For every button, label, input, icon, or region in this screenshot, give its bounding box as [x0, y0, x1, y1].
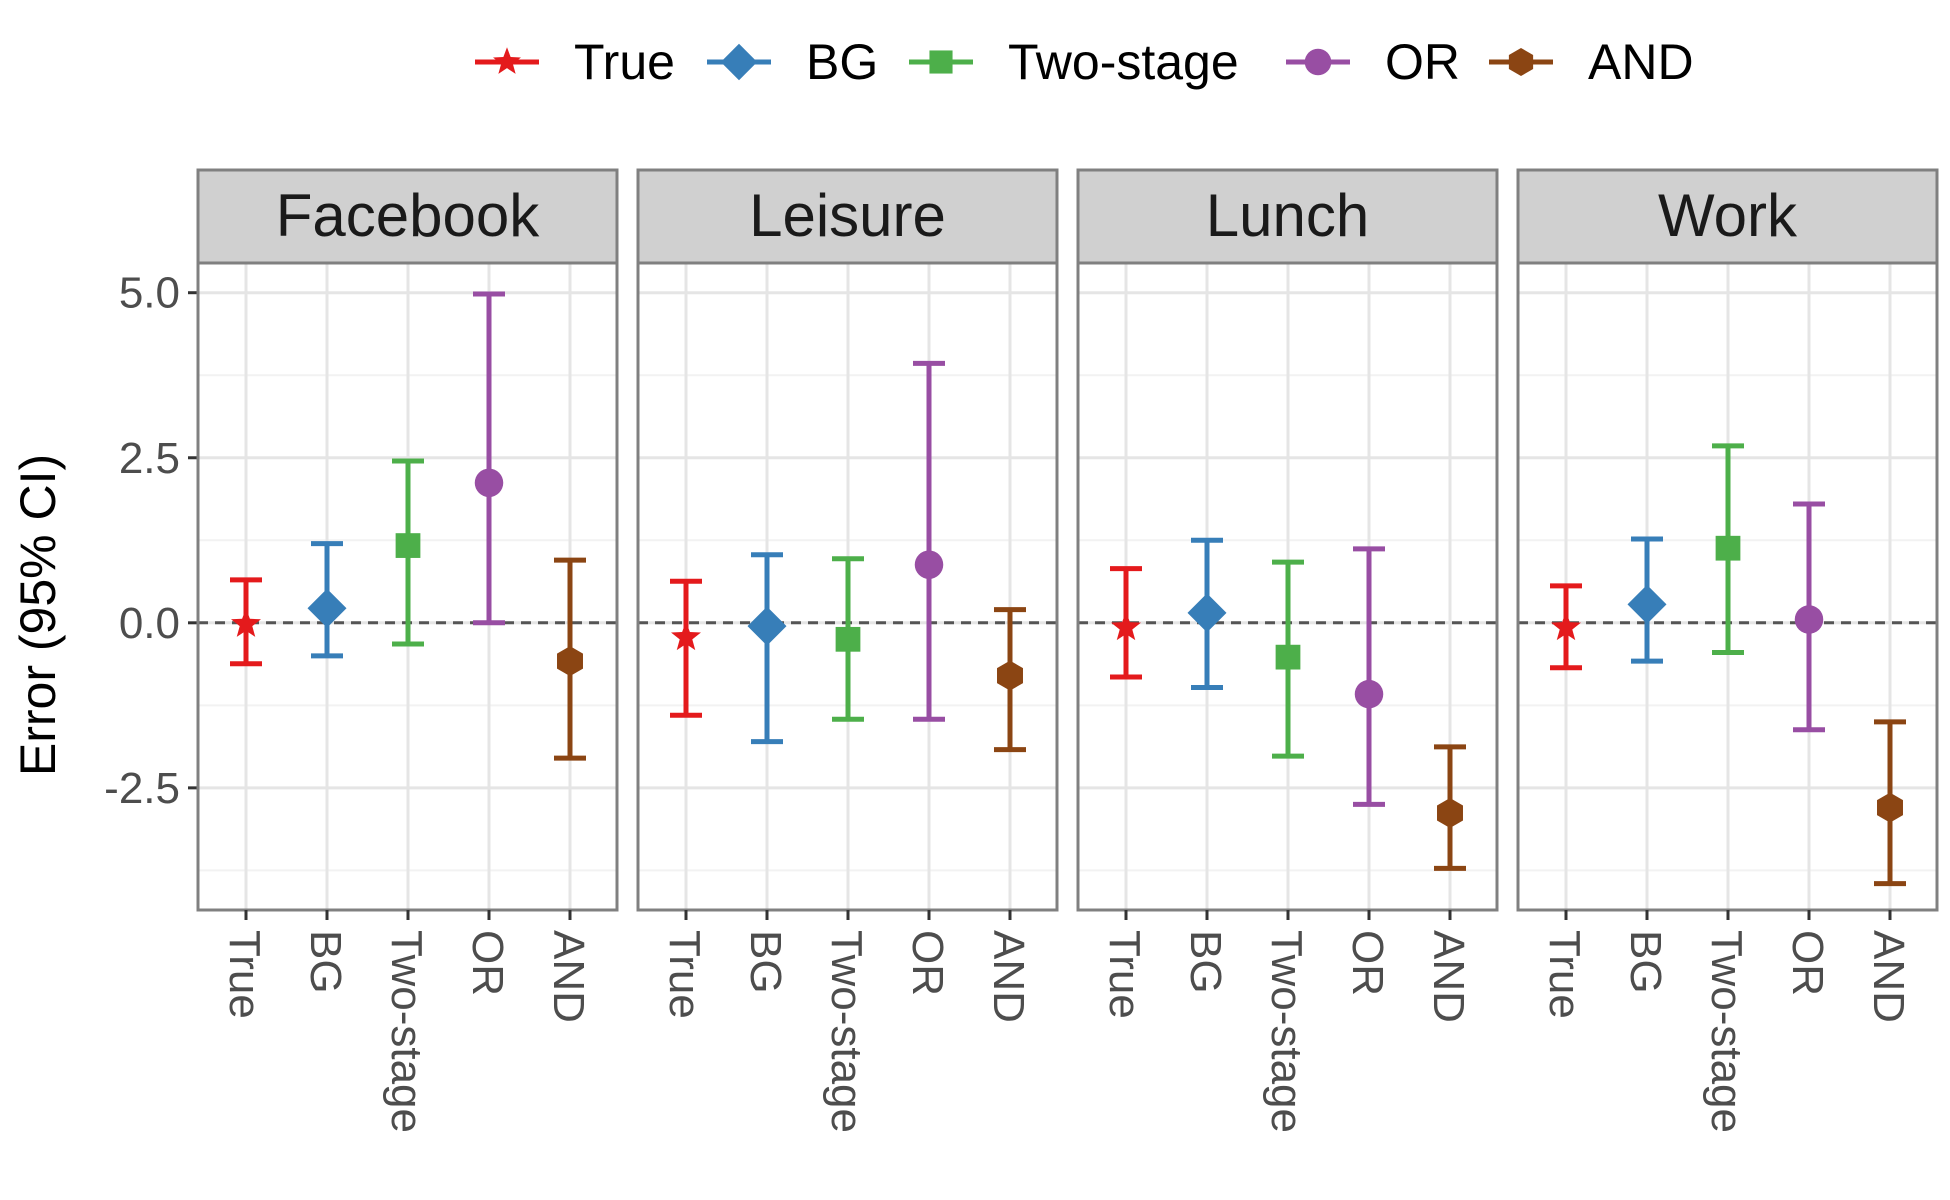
errorbar-or: [913, 360, 945, 722]
errorbar-true: [230, 577, 262, 667]
errorbar-true: [1550, 583, 1582, 671]
legend-label-true: True: [574, 34, 675, 90]
strip-background: [636, 168, 1059, 265]
estimate-point: [1794, 605, 1824, 634]
errorbar-true: [670, 578, 702, 718]
legend-square-icon: [929, 50, 953, 74]
estimate-point: [1275, 644, 1301, 670]
errorbar-two-stage: [1272, 559, 1304, 759]
estimate-point: [1111, 611, 1141, 641]
legend-label-bg: BG: [806, 34, 878, 90]
y-tick-label: 2.5: [119, 434, 180, 483]
x-tick-label-and: AND: [544, 930, 593, 1023]
estimate-point: [997, 660, 1023, 691]
legend-label-and: AND: [1588, 34, 1694, 90]
estimate-point: [474, 468, 504, 498]
x-tick-label-bg: BG: [741, 930, 790, 994]
legend-item-or: OR: [1286, 34, 1460, 90]
legend-circle-icon: [1304, 48, 1332, 76]
estimate-point: [307, 588, 347, 628]
x-tick-label-or: OR: [463, 930, 512, 996]
panel-title: Leisure: [749, 182, 946, 249]
x-tick-label-bg: BG: [1181, 930, 1230, 994]
estimate-point: [671, 621, 701, 651]
strip-background: [196, 168, 619, 265]
estimate-point: [395, 533, 421, 558]
errorbar-bg: [307, 541, 347, 659]
errorbar-bg: [747, 552, 787, 745]
y-tick-label: 5.0: [119, 269, 180, 318]
errorbar-bg: [1187, 537, 1227, 691]
legend-item-two-stage: Two-stage: [909, 34, 1239, 90]
x-tick-label-or: OR: [903, 930, 952, 996]
estimate-point: [835, 626, 861, 652]
x-tick-label-or: OR: [1783, 930, 1832, 996]
x-tick-label-and: AND: [1424, 930, 1473, 1023]
x-tick-label-true: True: [1540, 930, 1589, 1019]
errorbar-or: [1793, 501, 1825, 733]
y-axis-title: Error (95% CI): [10, 454, 66, 776]
legend-item-and: AND: [1489, 34, 1694, 90]
errorbar-or: [473, 291, 505, 626]
facet-panels: Facebook True BG Two-stage OR AND Leisure True B…: [196, 168, 1939, 1133]
estimate-point: [1354, 679, 1384, 709]
x-tick-label-true: True: [660, 930, 709, 1019]
legend-label-two-stage: Two-stage: [1008, 34, 1239, 90]
estimate-point: [1437, 797, 1463, 828]
errorbar-and: [1874, 719, 1906, 887]
errorbar-or: [1353, 546, 1385, 807]
errorbar-true: [1110, 566, 1142, 680]
panel-leisure: Leisure True BG Two-stage OR AND: [636, 168, 1059, 1133]
legend-hexagon-icon: [1508, 48, 1534, 76]
y-tick-label: 0.0: [119, 599, 180, 648]
panel-work: Work True BG Two-stage OR AND: [1516, 168, 1939, 1133]
y-tick-label: -2.5: [104, 764, 180, 813]
x-tick-label-and: AND: [1864, 930, 1913, 1023]
x-tick-label-two-stage: Two-stage: [1702, 930, 1751, 1133]
estimate-point: [1627, 584, 1667, 624]
panel-facebook: Facebook True BG Two-stage OR AND: [196, 168, 619, 1133]
legend-star-icon: [493, 47, 521, 74]
errorbar-and: [554, 557, 586, 761]
estimate-point: [747, 606, 787, 646]
legend-label-or: OR: [1385, 34, 1460, 90]
estimate-point: [1551, 611, 1581, 641]
panel-lunch: Lunch True BG Two-stage OR AND: [1076, 168, 1499, 1133]
y-axis: 5.0 2.5 0.0 -2.5: [104, 269, 198, 813]
estimate-point: [557, 646, 583, 677]
x-tick-label-or: OR: [1343, 930, 1392, 996]
errorbar-two-stage: [392, 458, 424, 647]
x-tick-label-two-stage: Two-stage: [382, 930, 431, 1133]
panel-title: Lunch: [1206, 182, 1369, 249]
x-tick-label-bg: BG: [1621, 930, 1670, 994]
legend-item-bg: BG: [707, 34, 878, 90]
estimate-point: [231, 608, 261, 637]
x-tick-label-bg: BG: [301, 930, 350, 994]
x-tick-label-true: True: [220, 930, 269, 1019]
estimate-point: [914, 550, 944, 579]
errorbar-two-stage: [832, 556, 864, 722]
errorbar-two-stage: [1712, 443, 1744, 656]
x-tick-label-two-stage: Two-stage: [822, 930, 871, 1133]
errorbar-and: [994, 607, 1026, 753]
strip-background: [1516, 168, 1939, 265]
errorbar-and: [1434, 744, 1466, 871]
x-tick-label-true: True: [1100, 930, 1149, 1019]
x-tick-label-two-stage: Two-stage: [1262, 930, 1311, 1133]
legend-diamond-icon: [720, 43, 758, 81]
estimate-point: [1877, 792, 1903, 823]
panel-title: Work: [1658, 182, 1798, 249]
estimate-point: [1187, 593, 1227, 633]
legend-item-true: True: [475, 34, 675, 90]
errorbar-bg: [1627, 536, 1667, 664]
legend: True BG Two-stage OR AND: [475, 34, 1694, 90]
x-tick-label-and: AND: [984, 930, 1033, 1023]
panel-title: Facebook: [276, 182, 540, 249]
estimate-point: [1715, 535, 1741, 561]
